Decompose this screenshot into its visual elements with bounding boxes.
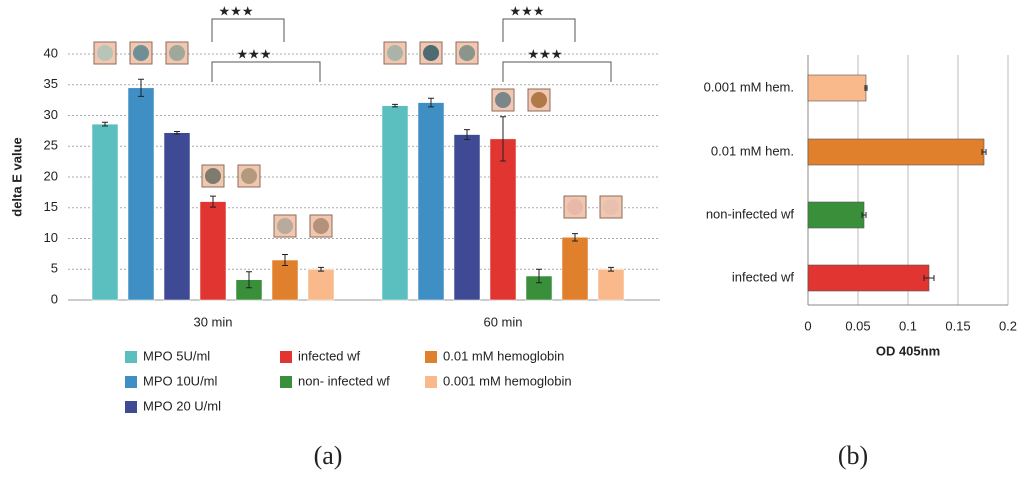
error-bar [861,212,867,218]
legend-swatch [425,351,437,363]
y-tick-label: 0.001 mM hem. [704,79,794,94]
annotation: ★★★ [219,3,254,18]
y-tick-label: infected wf [732,269,795,284]
error-bar [572,233,578,242]
thumbnail-well [241,168,257,184]
significance-brackets [211,18,612,82]
y-tick-label: 35 [44,76,58,91]
y-axis-label: delta E value [9,137,24,216]
error-bar [138,78,144,97]
error-bar [428,97,434,108]
legend-swatch [280,351,292,363]
legend-label: 0.001 mM hemoglobin [443,373,572,388]
bar [807,74,867,102]
bar [127,87,155,301]
error-bar [318,266,324,272]
thumbnail-well [133,45,149,61]
bar [91,123,119,301]
x-tick-label: 0.05 [845,318,870,333]
annotation: ★★★ [510,3,545,18]
legend-swatch [125,401,137,413]
thumbnail-well [459,45,475,61]
legend-label: MPO 20 U/ml [143,398,221,413]
error-bar [174,130,180,135]
legend-swatch [425,376,437,388]
x-tick-label: 0.2 [999,318,1017,333]
thumbnail-well [531,92,547,108]
y-tick-label: 0.01 mM hem. [711,143,794,158]
y-tick-label: 0 [51,291,58,306]
error-bar [864,85,868,91]
y-tick-label: 10 [44,230,58,245]
error-bar [102,121,108,127]
x-tick-label: 0 [804,318,811,333]
y-tick-label: non-infected wf [706,206,795,221]
x-tick-label: 30 min [193,314,232,329]
x-tick-label: 0.15 [945,318,970,333]
bar [163,132,191,301]
x-tick-label: 60 min [483,314,522,329]
error-bar [392,103,398,108]
bar [807,264,930,292]
legend-label: 0.01 mM hemoglobin [443,348,564,363]
y-tick-label: 20 [44,168,58,183]
bar [417,102,445,301]
error-bar [246,271,252,289]
thumbnail-well [313,218,329,234]
thumbnail-well [97,45,113,61]
bar [199,201,227,301]
bar [807,138,985,166]
legend-swatch [125,376,137,388]
legend-label: MPO 5U/ml [143,348,210,363]
thumbnail-well [387,45,403,61]
thumbnail-well [277,218,293,234]
bar [597,269,625,301]
x-axis-label: OD 405nm [876,343,940,358]
error-bar [536,268,542,284]
error-bar [608,266,614,272]
thumbnail-well [603,199,619,215]
bar [271,259,299,301]
error-bar [500,116,506,162]
thumbnail-well [423,45,439,61]
bar [307,269,335,301]
error-bar [210,195,216,208]
bar [453,134,481,301]
y-tick-label: 30 [44,107,58,122]
legend-label: non- infected wf [298,373,390,388]
bar [489,138,517,301]
y-tick-label: 40 [44,45,58,60]
legend-swatch [280,376,292,388]
thumbnail-well [169,45,185,61]
error-bar [981,149,987,155]
bar [807,201,865,229]
x-tick-label: 0.1 [899,318,917,333]
y-tick-label: 25 [44,138,58,153]
thumbnail-well [567,199,583,215]
panel-label: (a) [314,441,343,470]
error-bar [282,253,288,267]
legend-swatch [125,351,137,363]
y-tick-label: 5 [51,261,58,276]
legend-label: MPO 10U/ml [143,373,218,388]
error-bar [923,275,935,281]
thumbnail-well [495,92,511,108]
bar [561,237,589,301]
error-bar [464,129,470,140]
annotation: ★★★ [237,46,272,61]
panel-label: (b) [838,441,868,470]
legend-label: infected wf [298,348,361,363]
bar [381,105,409,301]
y-tick-label: 15 [44,199,58,214]
thumbnail-well [205,168,221,184]
annotation: ★★★ [528,46,563,61]
